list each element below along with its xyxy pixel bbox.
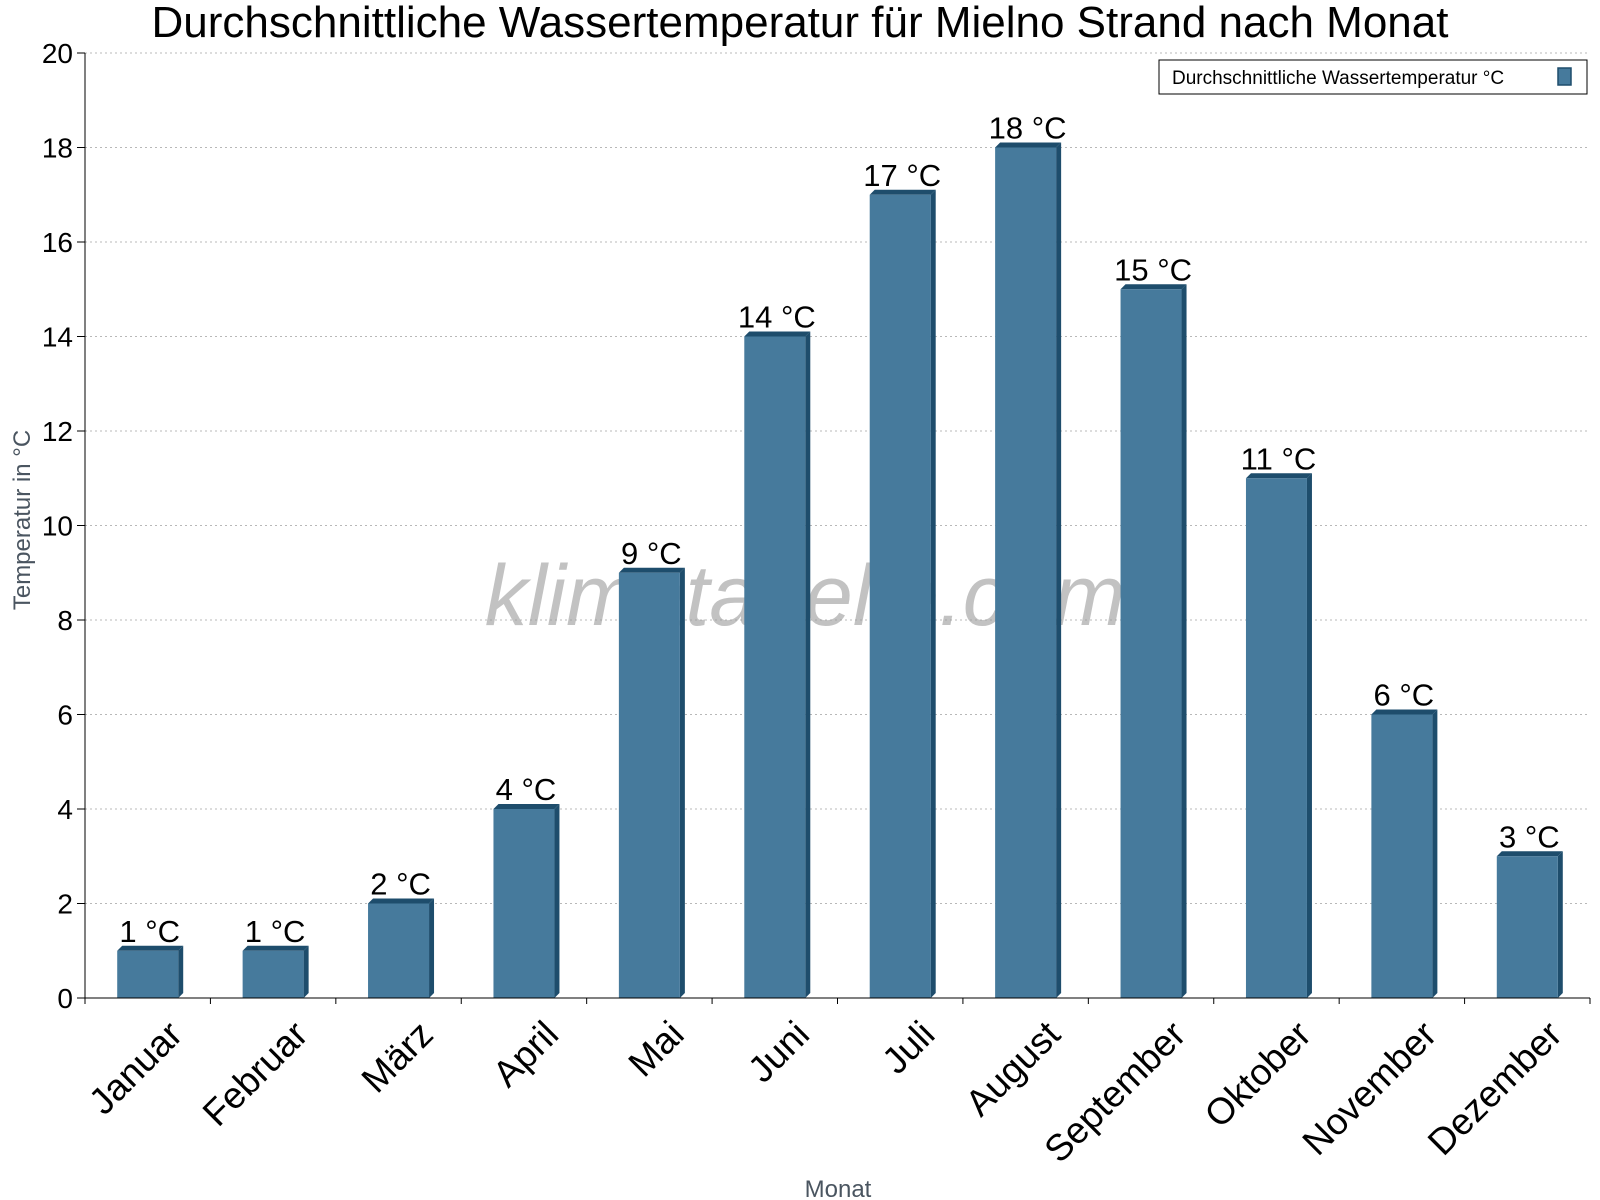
bar xyxy=(1371,709,1438,998)
y-tick-label: 8 xyxy=(57,605,73,636)
bar-top xyxy=(117,945,184,951)
axes xyxy=(77,52,1591,1004)
bar-top xyxy=(1496,851,1563,857)
x-tick-label: November xyxy=(1295,1013,1445,1163)
x-tick-label: Mai xyxy=(621,1013,692,1084)
bar-front xyxy=(242,950,304,998)
bar-side xyxy=(1557,851,1563,998)
bar xyxy=(618,567,685,998)
x-tick-label: Juni xyxy=(740,1013,817,1090)
bar-side xyxy=(805,331,811,998)
legend-label: Durchschnittliche Wassertemperatur °C xyxy=(1172,68,1504,89)
data-label: 9 °C xyxy=(621,536,682,571)
bar-front xyxy=(493,809,555,998)
bar-front xyxy=(368,903,430,998)
data-label: 4 °C xyxy=(496,772,557,807)
x-tick-label: Dezember xyxy=(1420,1013,1570,1163)
y-tick-label: 6 xyxy=(57,700,73,731)
bar xyxy=(1245,473,1312,998)
bar-front xyxy=(869,194,931,998)
data-label: 14 °C xyxy=(738,300,816,335)
bar xyxy=(117,945,184,998)
data-label: 15 °C xyxy=(1114,252,1192,287)
x-tick-label: Januar xyxy=(81,1013,190,1122)
y-tick-label: 20 xyxy=(42,38,73,69)
bar-front xyxy=(744,336,806,998)
bar-side xyxy=(1181,284,1187,998)
bar-side xyxy=(1432,709,1438,998)
bars xyxy=(117,142,1563,998)
y-tick-label: 0 xyxy=(57,983,73,1014)
bar-top xyxy=(368,898,435,904)
bar-side xyxy=(930,189,936,998)
data-label: 2 °C xyxy=(370,867,431,902)
bar xyxy=(744,331,811,998)
bar-top xyxy=(869,189,936,195)
legend: Durchschnittliche Wassertemperatur °C xyxy=(1158,59,1588,95)
bar-side xyxy=(178,945,184,998)
x-axis-label: Monat xyxy=(805,1176,872,1200)
bar xyxy=(869,189,936,998)
bar-top xyxy=(493,804,560,809)
data-label: 6 °C xyxy=(1374,678,1435,713)
data-label: 1 °C xyxy=(119,914,180,949)
legend-box xyxy=(1158,59,1588,95)
bar-top xyxy=(744,331,811,337)
bar-top xyxy=(995,142,1062,148)
y-tick-label: 14 xyxy=(42,322,73,353)
y-tick-label: 2 xyxy=(57,889,73,920)
x-tick-label: März xyxy=(354,1013,441,1100)
y-tick-labels: 0 2 4 6 8 10 12 14 16 18 20 xyxy=(42,38,73,1014)
bar-side xyxy=(679,567,685,998)
y-axis-label: Temperatur in °C xyxy=(9,430,36,610)
gridlines xyxy=(85,52,1590,904)
x-tick-label: August xyxy=(958,1013,1069,1124)
data-label: 17 °C xyxy=(863,158,941,193)
bar-top xyxy=(618,567,685,573)
data-label: 1 °C xyxy=(245,914,306,949)
bar xyxy=(1120,284,1187,998)
data-label: 18 °C xyxy=(989,111,1067,146)
bar-front xyxy=(1120,289,1182,998)
x-tick-label: Oktober xyxy=(1197,1013,1319,1135)
bar-side xyxy=(1056,142,1062,998)
bar xyxy=(493,804,560,998)
x-tick-label: Juli xyxy=(874,1013,942,1081)
bar-top xyxy=(242,945,309,951)
bar-side xyxy=(554,804,560,998)
bar-top xyxy=(1120,284,1187,290)
x-tick-labels: Januar Februar März April Mai Juni Juli AugustS… xyxy=(81,1013,1570,1170)
bar xyxy=(368,898,435,998)
legend-swatch xyxy=(1557,67,1572,86)
bar-top xyxy=(1245,473,1312,479)
bar-side xyxy=(1306,473,1312,998)
x-tick-label: April xyxy=(485,1013,566,1094)
bar-top xyxy=(1371,709,1438,715)
bar xyxy=(242,945,309,998)
y-tick-label: 4 xyxy=(57,794,73,825)
data-labels: 1 °C 1 °C 2 °C 4 °C 9 °C 14 °C 17 °C 18 °C 15 °C… xyxy=(119,111,1559,949)
bar-side xyxy=(429,898,435,998)
y-tick-label: 16 xyxy=(42,227,73,258)
data-label: 3 °C xyxy=(1499,819,1560,854)
bar xyxy=(995,142,1062,998)
bar xyxy=(1496,851,1563,998)
bar-front xyxy=(1371,714,1433,998)
data-label: 11 °C xyxy=(1241,441,1317,476)
y-tick-label: 10 xyxy=(42,511,73,542)
bar-front xyxy=(1245,478,1307,998)
bar-front xyxy=(618,572,680,998)
bar-front xyxy=(117,950,179,998)
chart-title: Durchschnittliche Wassertemperatur für M… xyxy=(152,0,1449,47)
x-tick-label: Februar xyxy=(195,1013,316,1134)
y-tick-label: 18 xyxy=(42,133,73,164)
bar-side xyxy=(303,945,309,998)
bar-front xyxy=(1496,856,1558,998)
bar-front xyxy=(995,147,1057,998)
y-tick-label: 12 xyxy=(42,416,73,447)
